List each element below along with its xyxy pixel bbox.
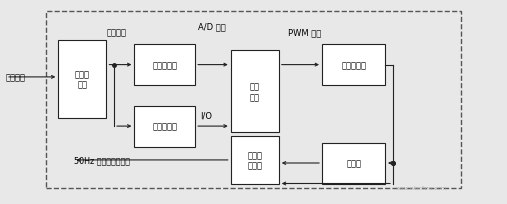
Text: 反相器: 反相器 [346, 159, 361, 168]
Bar [322, 45, 385, 86]
Text: 精密整流器: 精密整流器 [152, 61, 177, 70]
Text: A/D 通道: A/D 通道 [198, 22, 226, 31]
Text: PWM 输出: PWM 输出 [288, 28, 321, 37]
Text: 电网电压: 电网电压 [6, 73, 26, 82]
Text: 电压互
感器: 电压互 感器 [75, 70, 90, 89]
Text: 低压交流: 低压交流 [106, 28, 126, 37]
Text: I/O: I/O [200, 111, 212, 120]
Bar [322, 143, 385, 184]
Bar [231, 51, 279, 133]
Bar [46, 12, 461, 188]
Bar [231, 137, 279, 184]
Text: 低通滤波器: 低通滤波器 [341, 61, 366, 70]
Text: 微处
理器: 微处 理器 [250, 82, 260, 101]
Bar [134, 45, 195, 86]
Text: 模拟切
换开关: 模拟切 换开关 [247, 151, 262, 170]
Text: 50Hz 交流基准正弦波: 50Hz 交流基准正弦波 [74, 156, 129, 165]
Text: 过零比较器: 过零比较器 [152, 122, 177, 131]
Text: www.elecfans.com: www.elecfans.com [395, 185, 447, 190]
Bar [134, 106, 195, 147]
Bar [58, 41, 106, 118]
